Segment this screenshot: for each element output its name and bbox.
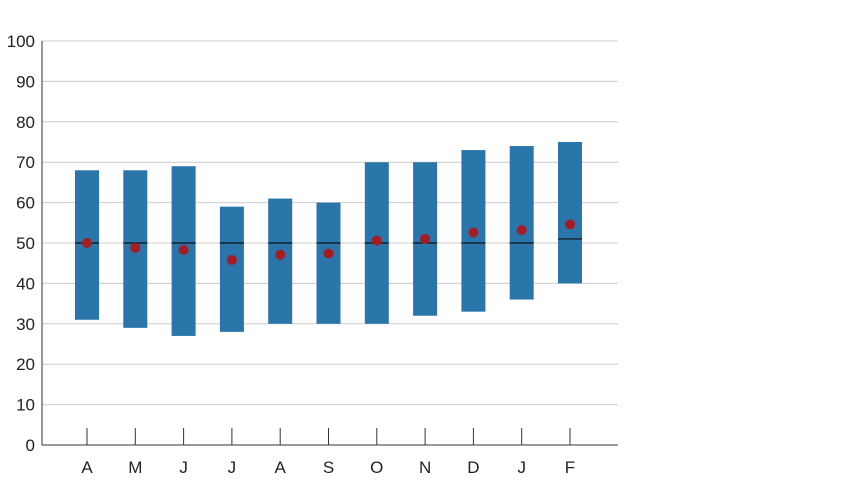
x-tick-label: D — [467, 458, 479, 477]
mean-dot — [226, 254, 237, 265]
mean-dot — [275, 249, 286, 260]
mean-dot — [565, 219, 575, 230]
y-tick-label: 70 — [16, 153, 35, 172]
y-tick-label: 10 — [16, 396, 35, 415]
x-tick-label: J — [179, 458, 188, 477]
mean-dot — [420, 233, 431, 244]
mean-dot — [323, 248, 334, 259]
x-tick-label: F — [565, 458, 575, 477]
y-tick-label: 50 — [16, 234, 35, 253]
mean-dot — [82, 238, 92, 248]
x-tick-label: J — [517, 458, 526, 477]
range-bar — [316, 202, 341, 324]
x-tick-label: S — [323, 458, 334, 477]
range-bars — [75, 142, 582, 336]
x-tick-label: J — [228, 458, 237, 477]
x-tick-label: O — [370, 458, 383, 477]
mean-dot — [468, 227, 479, 238]
y-tick-label: 90 — [16, 72, 35, 91]
range-bar — [219, 206, 244, 332]
range-bar — [558, 142, 582, 284]
y-tick-label: 40 — [16, 274, 35, 293]
axes — [41, 41, 618, 446]
x-tick-label: N — [419, 458, 431, 477]
x-tick-label: M — [128, 458, 142, 477]
y-tick-label: 30 — [16, 315, 35, 334]
mean-dot — [130, 242, 141, 253]
y-tick-label: 0 — [26, 436, 35, 455]
range-bar — [268, 198, 293, 324]
range-bar — [509, 146, 534, 300]
x-tick-label: A — [275, 458, 287, 477]
mean-dot — [516, 225, 527, 236]
x-tick-label: A — [81, 458, 93, 477]
axis-labels: 0 10 20 30 40 50 60 70 80 90 100 A M J J A S O N D J F — [7, 32, 576, 477]
mean-dots — [82, 219, 575, 265]
y-tick-label: 100 — [7, 32, 35, 51]
y-tick-label: 60 — [16, 194, 35, 213]
mean-dot — [371, 235, 382, 246]
y-tick-label: 20 — [16, 355, 35, 374]
mean-dot — [178, 244, 189, 255]
y-tick-label: 80 — [16, 113, 35, 132]
